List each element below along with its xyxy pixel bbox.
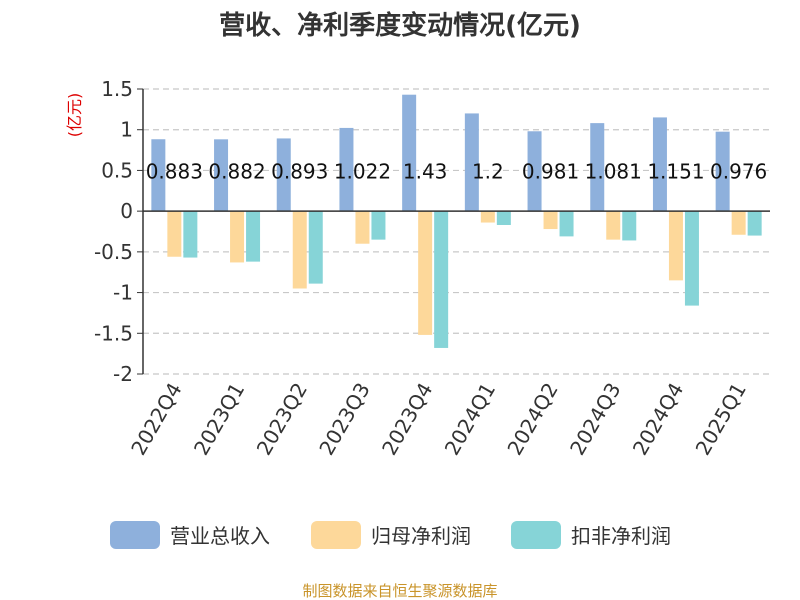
- data-label: 0.893: [271, 159, 328, 183]
- bar-deducted-net-profit: [684, 211, 699, 306]
- y-tick-label: 0: [120, 199, 133, 223]
- x-tick-label: 2023Q1: [189, 379, 249, 460]
- bar-net-profit: [167, 211, 182, 257]
- legend: 营业总收入 归母净利润 扣非净利润: [110, 521, 671, 549]
- bar-revenue: [151, 139, 166, 212]
- x-tick-label: 2024Q1: [440, 378, 500, 459]
- x-tick-label: 2023Q4: [377, 379, 437, 460]
- bar-net-profit: [230, 211, 245, 263]
- legend-swatch: [311, 521, 361, 549]
- y-tick-label: -2: [113, 362, 133, 386]
- x-tick-label: 2023Q3: [314, 379, 374, 460]
- x-tick-labels: 2022Q4 2023Q1 2023Q2 2023Q3 2023Q4 2024Q1 2024…: [126, 378, 751, 459]
- bar-net-profit: [480, 211, 495, 223]
- bar-deducted-net-profit: [559, 211, 574, 237]
- y-axis-unit-label: (亿元): [65, 93, 84, 138]
- y-tick-label: 0.5: [101, 158, 133, 182]
- data-label: 1.43: [403, 159, 448, 183]
- bar-revenue: [339, 127, 354, 212]
- bar-revenue: [214, 139, 229, 212]
- data-label: 1.2: [472, 159, 504, 183]
- data-label: 0.882: [208, 159, 265, 183]
- legend-label: 扣非净利润: [571, 524, 671, 548]
- y-tick-label: -1.5: [94, 321, 133, 345]
- chart-title: 营收、净利季度变动情况(亿元): [219, 10, 581, 41]
- data-label: 0.883: [146, 159, 203, 183]
- data-label: 1.151: [647, 159, 704, 183]
- bar-net-profit: [292, 211, 307, 289]
- data-label: 1.081: [585, 159, 642, 183]
- y-tick-label: -1: [113, 281, 133, 305]
- data-label: 0.981: [522, 159, 579, 183]
- legend-label: 营业总收入: [170, 524, 270, 548]
- x-tick-label: 2023Q2: [252, 379, 312, 460]
- bar-revenue: [715, 131, 730, 212]
- bar-net-profit: [668, 211, 683, 281]
- bar-deducted-net-profit: [371, 211, 386, 240]
- bar-revenue: [276, 138, 291, 212]
- bar-net-profit: [606, 211, 621, 240]
- data-labels: 0.883 0.882 0.893 1.022 1.43 1.2 0.981 1.081 1.1…: [146, 159, 768, 183]
- bar-deducted-net-profit: [246, 211, 261, 262]
- bar-deducted-net-profit: [496, 211, 511, 225]
- bars: [151, 94, 762, 348]
- bar-net-profit: [355, 211, 370, 244]
- y-tick-label: 1.5: [101, 77, 133, 101]
- y-tick-label: -0.5: [94, 240, 133, 264]
- bar-revenue: [527, 131, 542, 212]
- bar-deducted-net-profit: [434, 211, 449, 348]
- bar-net-profit: [731, 211, 746, 235]
- y-tick-labels: 1.5 1 0.5 0 -0.5 -1 -1.5 -2: [94, 77, 133, 386]
- bar-revenue: [590, 123, 605, 212]
- legend-swatch: [511, 521, 561, 549]
- legend-label: 归母净利润: [371, 524, 471, 548]
- x-tick-label: 2024Q3: [565, 379, 625, 460]
- bar-deducted-net-profit: [308, 211, 323, 284]
- x-tick-label: 2024Q4: [628, 379, 688, 460]
- x-tick-label: 2025Q1: [691, 379, 751, 460]
- data-label: 0.976: [710, 159, 767, 183]
- bar-deducted-net-profit: [747, 211, 762, 236]
- data-label: 1.022: [334, 159, 391, 183]
- bar-deducted-net-profit: [622, 211, 637, 241]
- bar-revenue: [464, 113, 479, 212]
- legend-swatch: [110, 521, 160, 549]
- x-tick-label: 2022Q4: [126, 379, 186, 460]
- source-note: 制图数据来自恒生聚源数据库: [302, 582, 497, 600]
- bar-revenue: [652, 117, 667, 212]
- y-tick-label: 1: [120, 118, 133, 142]
- axes: [137, 88, 770, 375]
- bar-deducted-net-profit: [183, 211, 198, 258]
- bar-net-profit: [418, 211, 433, 335]
- bar-net-profit: [543, 211, 558, 230]
- x-tick-label: 2024Q2: [502, 379, 562, 460]
- bar-revenue: [402, 94, 417, 212]
